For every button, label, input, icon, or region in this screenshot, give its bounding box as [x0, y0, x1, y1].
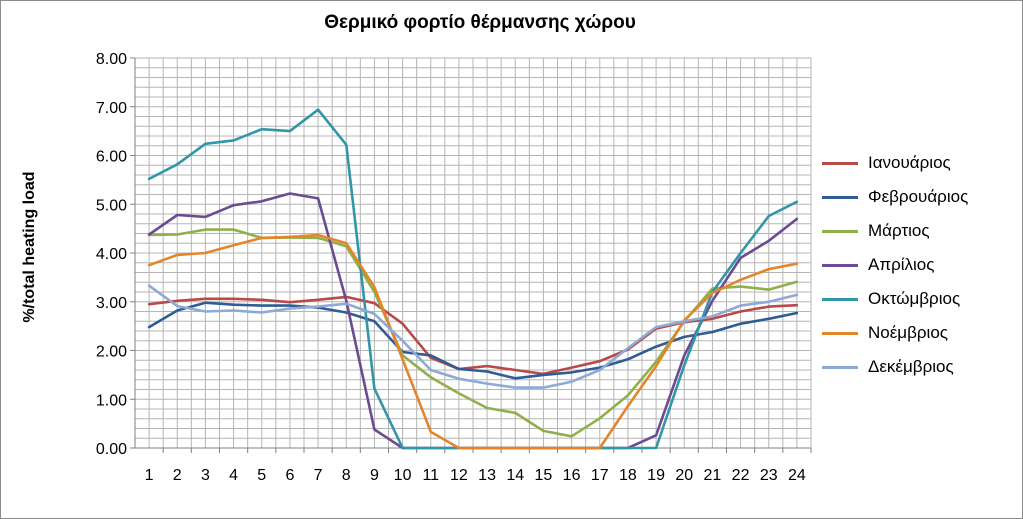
x-tick-label: 12	[450, 467, 468, 484]
chart-title: Θερμικό φορτίο θέρμανσης χώρου	[324, 12, 636, 33]
legend-item: Μάρτιος	[822, 214, 968, 248]
x-tick-label: 11	[422, 467, 439, 484]
legend-item: Οκτώμβριος	[822, 282, 968, 316]
series-line-7	[147, 284, 799, 389]
y-tick-label: 5.00	[96, 197, 127, 214]
x-tick-label: 21	[704, 467, 722, 484]
legend-item: Ιανουάριος	[822, 146, 968, 180]
x-tick-label: 18	[619, 467, 637, 484]
x-tick-label: 2	[173, 467, 182, 484]
legend-item: Δεκέμβριος	[822, 350, 968, 384]
x-tick-label: 6	[285, 467, 294, 484]
x-tick-label: 5	[257, 467, 266, 484]
legend-swatch	[822, 229, 858, 233]
x-tick-label: 8	[342, 467, 351, 484]
x-tick-label: 17	[591, 467, 609, 484]
y-tick-label: 3.00	[96, 295, 127, 312]
legend-item: Απρίλιος	[822, 248, 968, 282]
x-tick-label: 4	[229, 467, 238, 484]
legend-swatch	[822, 331, 858, 335]
x-tick-label: 7	[314, 467, 323, 484]
x-tick-label: 13	[478, 467, 496, 484]
legend: Ιανουάριος Φεβρουάριος Μάρτιος Απρίλιος Οκτώ…	[822, 146, 968, 384]
x-tick-label: 3	[201, 467, 210, 484]
legend-swatch	[822, 297, 858, 301]
series-line-6	[147, 233, 799, 450]
x-tick-label: 23	[760, 467, 778, 484]
legend-swatch	[822, 263, 858, 267]
y-tick-label: 8.00	[96, 51, 127, 68]
legend-swatch	[822, 365, 858, 369]
y-tick-label: 0.00	[96, 441, 127, 458]
series-line-2	[147, 301, 799, 380]
legend-label: Ιανουάριος	[868, 153, 951, 172]
x-tick-label: 9	[370, 467, 379, 484]
y-tick-label: 7.00	[96, 100, 127, 117]
y-tick-label: 6.00	[96, 149, 127, 166]
x-tick-label: 1	[145, 467, 154, 484]
x-tick-label: 20	[675, 467, 693, 484]
legend-item: Φεβρουάριος	[822, 180, 968, 214]
x-tick-label: 16	[563, 467, 581, 484]
legend-label: Απρίλιος	[868, 255, 935, 274]
x-tick-label: 19	[647, 467, 665, 484]
legend-label: Δεκέμβριος	[868, 357, 954, 376]
legend-swatch	[822, 161, 858, 165]
y-tick-label: 2.00	[96, 344, 127, 361]
legend-label: Νοέμβριος	[868, 323, 948, 342]
y-tick-label: 1.00	[96, 392, 127, 409]
x-tick-label: 15	[535, 467, 553, 484]
legend-label: Φεβρουάριος	[868, 187, 969, 206]
x-tick-label: 14	[506, 467, 524, 484]
legend-label: Μάρτιος	[868, 221, 930, 240]
y-tick-label: 4.00	[96, 246, 127, 263]
x-tick-label: 10	[394, 467, 412, 484]
legend-item: Νοέμβριος	[822, 316, 968, 350]
legend-label: Οκτώμβριος	[868, 289, 961, 308]
x-tick-label: 22	[732, 467, 750, 484]
legend-swatch	[822, 195, 858, 199]
x-tick-label: 24	[788, 467, 806, 484]
